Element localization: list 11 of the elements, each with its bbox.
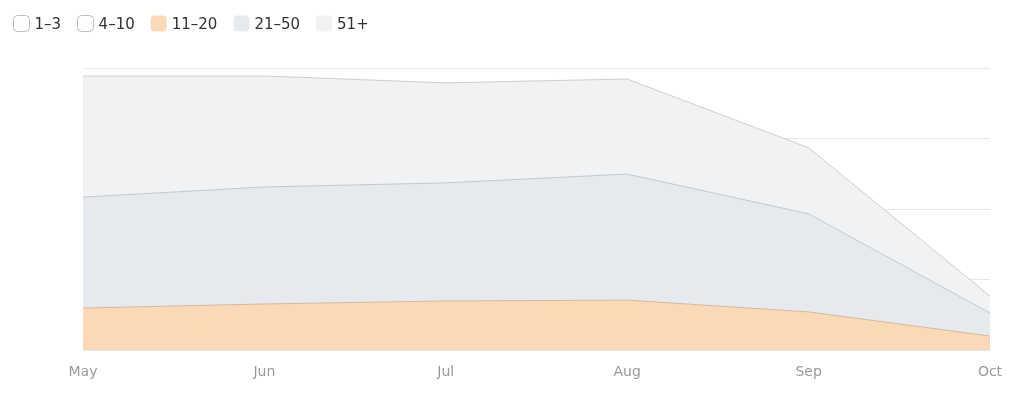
- legend-label: 1–3: [34, 14, 62, 33]
- x-tick-label: Jul: [436, 363, 455, 379]
- legend-label: 4–10: [98, 14, 135, 33]
- legend-label: 21–50: [254, 14, 301, 33]
- x-tick-label: Aug: [613, 363, 641, 379]
- x-tick-label: May: [68, 363, 98, 379]
- x-tick-label: Oct: [977, 363, 1003, 379]
- x-tick-label: Jun: [252, 363, 276, 379]
- legend-label: 51+: [337, 14, 369, 33]
- legend-label: 11–20: [171, 14, 218, 33]
- x-tick-label: Sep: [795, 363, 822, 379]
